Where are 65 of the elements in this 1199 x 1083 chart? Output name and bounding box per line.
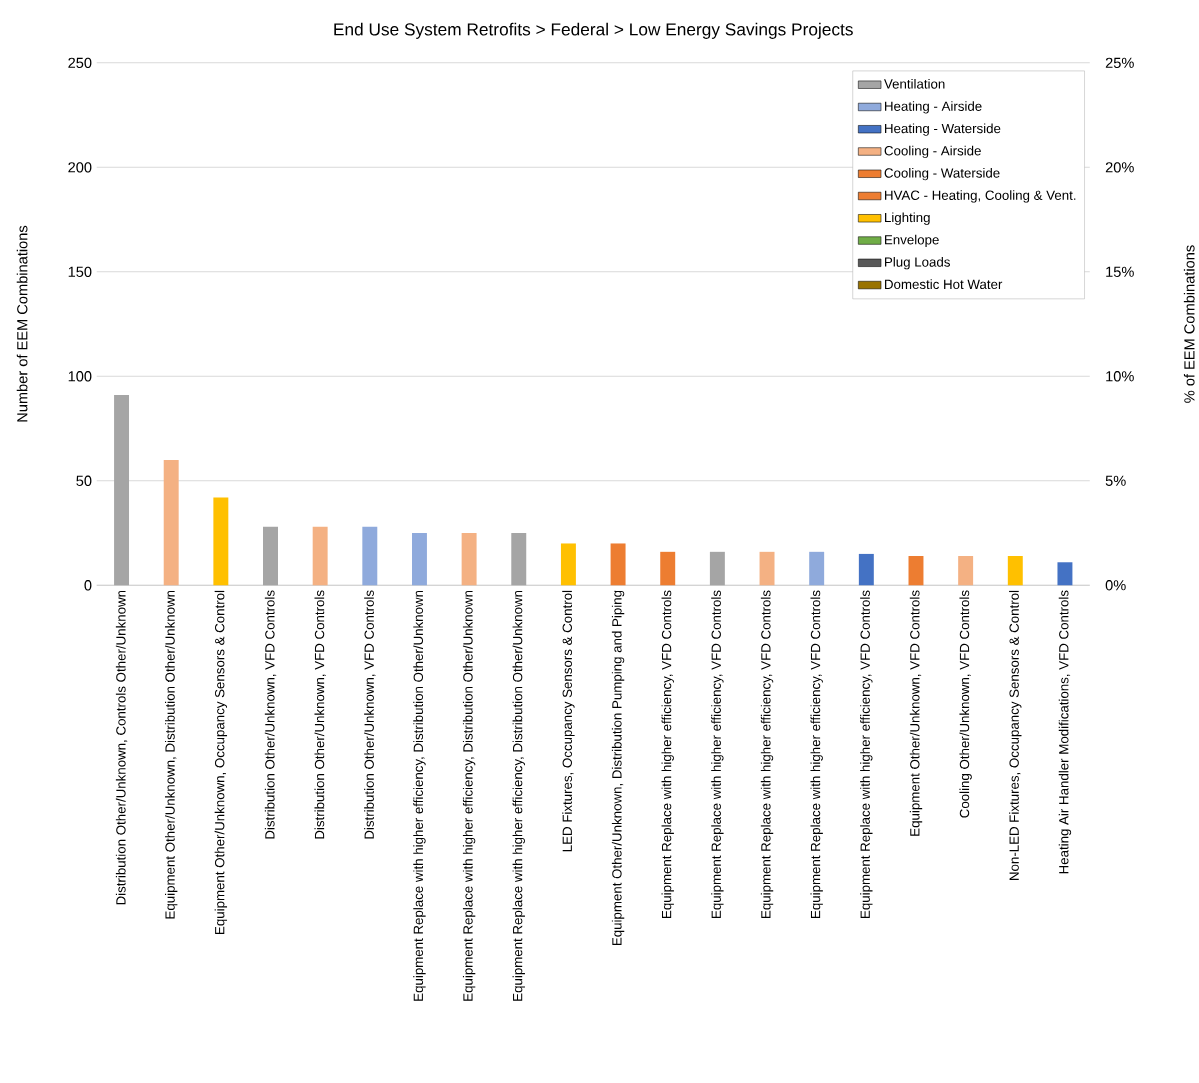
x-tick-label: Equipment Replace with higher efficiency, VFD Controls: [661, 590, 674, 919]
x-tick-label: Equipment Replace with higher efficiency, Distribution Other/Unknown: [512, 591, 525, 1001]
y-tick-label: 0: [84, 580, 92, 591]
y-axis-title: Number of EEM Combinations: [16, 225, 28, 422]
bar: [213, 497, 229, 586]
legend-label: Domestic Hot Water: [885, 279, 1003, 290]
y-tick-label: 200: [68, 162, 92, 173]
x-tick-label: Distribution Other/Unknown, VFD Controls: [264, 590, 277, 839]
y2-tick-label: 10%: [1106, 371, 1134, 382]
bar: [759, 551, 775, 586]
legend-label: Cooling - Waterside: [884, 168, 1000, 181]
legend-label: Cooling - Airside: [884, 145, 981, 159]
bar: [411, 533, 427, 586]
x-tick-label: Equipment Other/Unknown, Distribution Pumping and Piping: [611, 590, 625, 946]
y2-tick-label: 15%: [1106, 266, 1134, 278]
bar: [809, 551, 825, 586]
bar: [163, 459, 179, 586]
legend-label: Envelope: [885, 234, 939, 248]
x-tick-label: Distribution Other/Unknown, VFD Controls: [364, 590, 376, 839]
x-tick-label: Equipment Replace with higher efficiency, VFD Controls: [711, 590, 724, 919]
y2-axis-title: % of EEM Combinations: [1183, 245, 1195, 403]
x-tick-label: Equipment Other/Unknown, Occupancy Sensors & Control: [214, 591, 228, 935]
y2-tick-label: 20%: [1105, 162, 1134, 173]
x-tick-label: Equipment Replace with higher efficiency, Distribution Other/Unknown: [413, 591, 426, 1001]
x-tick-label: Equipment Replace with higher efficiency, Distribution Other/Unknown: [462, 591, 476, 1001]
chart-title: End Use System Retrofits > Federal > Low Energy Savings Projects: [334, 22, 853, 40]
bar: [461, 533, 477, 586]
y2-tick-label: 0%: [1105, 580, 1126, 591]
x-tick-label: Non-LED Fixtures, Occupancy Sensors & Control: [1009, 590, 1022, 881]
x-tick-label: Equipment Replace with higher efficiency, VFD Controls: [860, 590, 873, 919]
x-tick-label: Equipment Other/Unknown, VFD Controls: [909, 590, 923, 836]
x-tick-label: Equipment Replace with higher efficiency, VFD Controls: [810, 590, 823, 919]
bar: [958, 556, 974, 586]
bar: [511, 533, 527, 586]
x-tick-label: LED Fixtures, Occupancy Sensors & Control: [562, 590, 575, 852]
y-tick-label: 50: [76, 475, 92, 487]
bar: [610, 543, 626, 586]
bar: [560, 543, 576, 586]
y2-tick-label: 25%: [1105, 57, 1134, 69]
legend-label: Ventilation: [884, 79, 945, 89]
legend-label: Plug Loads: [885, 257, 950, 270]
x-tick-label: Distribution Other/Unknown, Controls Other/Unknown: [115, 590, 128, 905]
x-tick-label: Heating Air Handler Modifications, VFD Controls: [1058, 590, 1072, 874]
x-tick-label: Distribution Other/Unknown, VFD Controls: [314, 590, 326, 839]
bar: [114, 395, 130, 586]
bar: [312, 526, 328, 586]
y-tick-label: 150: [68, 266, 92, 278]
bar: [660, 551, 676, 586]
legend-label: HVAC - Heating, Cooling & Vent.: [885, 190, 1076, 203]
x-tick-label: Equipment Replace with higher efficiency, VFD Controls: [760, 590, 774, 919]
x-tick-label: Cooling Other/Unknown, VFD Controls: [959, 590, 972, 818]
legend-label: Heating - Waterside: [885, 123, 1001, 136]
bar: [858, 554, 874, 586]
x-tick-label: Equipment Other/Unknown, Distribution Other/Unknown: [165, 590, 178, 919]
y-tick-label: 100: [68, 371, 92, 382]
legend-label: Heating - Airside: [885, 101, 982, 114]
y-tick-label: 250: [68, 57, 92, 69]
bar: [908, 556, 924, 586]
y2-tick-label: 5%: [1105, 475, 1126, 487]
bar: [362, 526, 378, 586]
bar: [263, 526, 278, 586]
bar: [1057, 562, 1073, 586]
legend-label: Lighting: [885, 212, 930, 225]
bar: [709, 551, 725, 586]
bar: [1007, 556, 1023, 586]
